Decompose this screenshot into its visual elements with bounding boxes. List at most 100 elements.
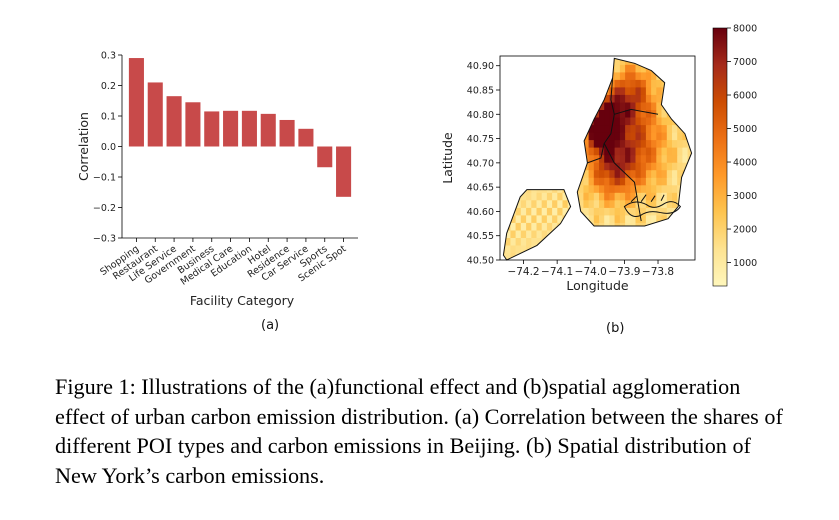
colorbar-tick-label: 1000 <box>733 258 757 269</box>
emission-cell <box>666 154 673 163</box>
emission-cell <box>541 94 548 103</box>
emission-cell <box>630 184 637 193</box>
emission-cell <box>635 124 642 133</box>
emission-cell <box>515 64 522 73</box>
bar <box>317 146 333 168</box>
emission-cell <box>562 58 569 65</box>
emission-cell <box>510 86 517 95</box>
emission-cell <box>651 86 657 95</box>
emission-cell <box>593 184 600 193</box>
emission-cell <box>552 64 558 73</box>
emission-cell <box>562 169 569 178</box>
emission-cell <box>531 64 538 73</box>
manhattan-east-border <box>587 77 615 164</box>
emission-cell <box>651 147 657 156</box>
emission-cell <box>557 192 564 201</box>
emission-cell <box>510 94 517 103</box>
emission-cell <box>505 252 511 260</box>
emission-cell <box>625 94 631 103</box>
emission-cell <box>599 214 605 223</box>
emission-cell <box>677 58 683 65</box>
emission-cell <box>599 124 605 133</box>
emission-cell <box>630 237 637 246</box>
emission-cell <box>645 94 652 103</box>
emission-cell <box>588 214 595 223</box>
emission-cell <box>588 124 595 133</box>
emission-cell <box>677 79 683 88</box>
emission-cell <box>557 86 564 95</box>
emission-cell <box>573 229 579 238</box>
emission-cell <box>645 237 652 246</box>
emission-cell <box>677 101 683 110</box>
emission-cell <box>651 214 657 223</box>
emission-cell <box>573 147 579 156</box>
emission-cell <box>614 86 621 95</box>
emission-cell <box>583 101 590 110</box>
emission-cell <box>536 109 543 118</box>
emission-cell <box>619 101 626 110</box>
emission-cell <box>588 86 595 95</box>
emission-cell <box>651 117 657 126</box>
emission-cell <box>609 244 616 253</box>
emission-cell <box>619 64 626 73</box>
emission-cell <box>666 101 673 110</box>
subfigure-label-a: (a) <box>261 318 280 333</box>
emission-cell <box>531 109 538 118</box>
emission-cell <box>531 71 538 80</box>
emission-cell <box>635 117 642 126</box>
emission-cell <box>693 192 699 200</box>
emission-cell <box>672 86 678 95</box>
emission-cell <box>656 207 663 216</box>
emission-cell <box>588 154 595 163</box>
emission-cell <box>630 192 637 201</box>
emission-cell <box>505 154 511 163</box>
emission-cell <box>520 214 527 223</box>
emission-cell <box>672 177 678 186</box>
emission-cell <box>557 139 564 148</box>
emission-cell <box>677 252 683 260</box>
emission-cell <box>604 132 610 141</box>
emission-cell <box>693 155 699 163</box>
emission-cell <box>687 184 692 193</box>
emission-cell <box>536 124 543 133</box>
emission-cell <box>614 244 621 253</box>
emission-cell <box>666 169 673 178</box>
emission-cell <box>656 252 663 260</box>
emission-cell <box>557 71 564 80</box>
emission-cell <box>541 101 548 110</box>
emission-cell <box>541 64 548 73</box>
emission-cell <box>546 169 553 178</box>
emission-cell <box>604 147 610 156</box>
emission-cell <box>630 207 637 216</box>
emission-cell <box>619 117 626 126</box>
emission-cell <box>635 252 642 260</box>
emission-cell <box>614 94 621 103</box>
emission-cell <box>645 177 652 186</box>
emission-cell <box>526 237 532 246</box>
emission-cell <box>693 170 699 178</box>
emission-cell <box>567 124 574 133</box>
emission-cell <box>515 199 522 208</box>
y-tick-label: 0.1 <box>101 112 116 123</box>
bar <box>298 128 314 147</box>
emission-cell <box>505 244 511 253</box>
emission-cell <box>656 244 663 253</box>
emission-cell <box>557 214 564 223</box>
emission-cell <box>635 71 642 80</box>
emission-cell <box>505 71 511 80</box>
emission-cell <box>503 109 506 118</box>
emission-cell <box>526 94 532 103</box>
y-tick-label: 40.60 <box>467 207 494 218</box>
emission-cell <box>666 177 673 186</box>
emission-cell <box>583 94 590 103</box>
emission-cell <box>531 237 538 246</box>
emission-cell <box>687 147 692 156</box>
emission-cell <box>645 101 652 110</box>
emission-cell <box>557 154 564 163</box>
emission-cell <box>625 79 631 88</box>
emission-cell <box>531 229 538 238</box>
emission-cell <box>666 199 673 208</box>
y-tick-label: 40.75 <box>467 134 494 145</box>
emission-cell <box>505 94 511 103</box>
emission-cell <box>609 64 616 73</box>
